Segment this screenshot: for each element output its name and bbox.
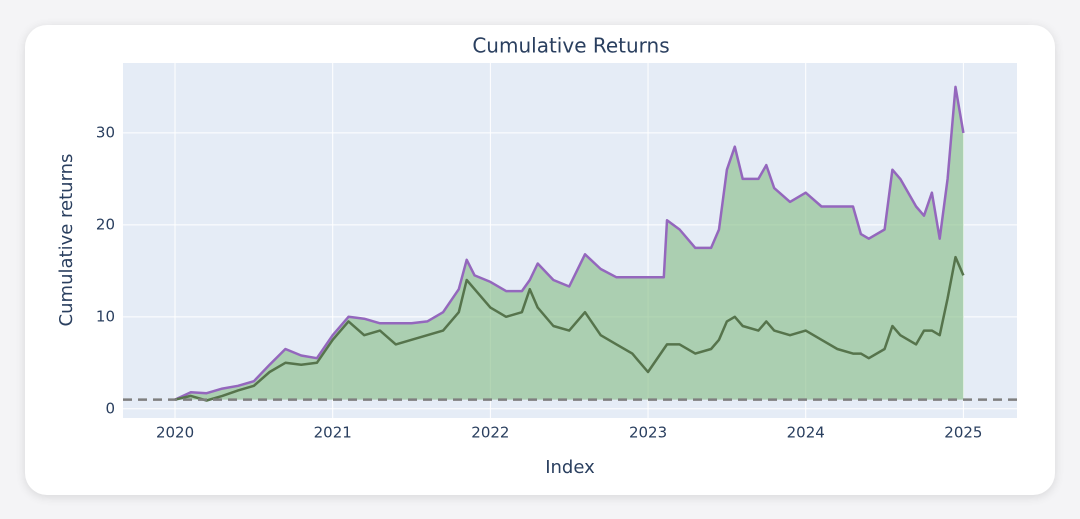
x-tick-label: 2023 <box>629 424 667 442</box>
line <box>174 85 965 401</box>
line <box>174 255 965 402</box>
x-tick-label: 2020 <box>156 424 194 442</box>
x-tick-label: 2021 <box>314 424 352 442</box>
y-axis-label: Cumulative returns <box>56 154 77 327</box>
x-tick-label: 2024 <box>787 424 825 442</box>
y-tick-label: 20 <box>96 215 115 233</box>
x-axis-label: Index <box>545 457 595 478</box>
x-tick-label: 2022 <box>471 424 509 442</box>
y-tick-label: 10 <box>96 307 115 325</box>
y-tick-label: 30 <box>96 123 115 141</box>
y-tick-label: 0 <box>105 399 115 417</box>
x-tick-label: 2025 <box>944 424 982 442</box>
chart-title: Cumulative Returns <box>472 34 669 58</box>
